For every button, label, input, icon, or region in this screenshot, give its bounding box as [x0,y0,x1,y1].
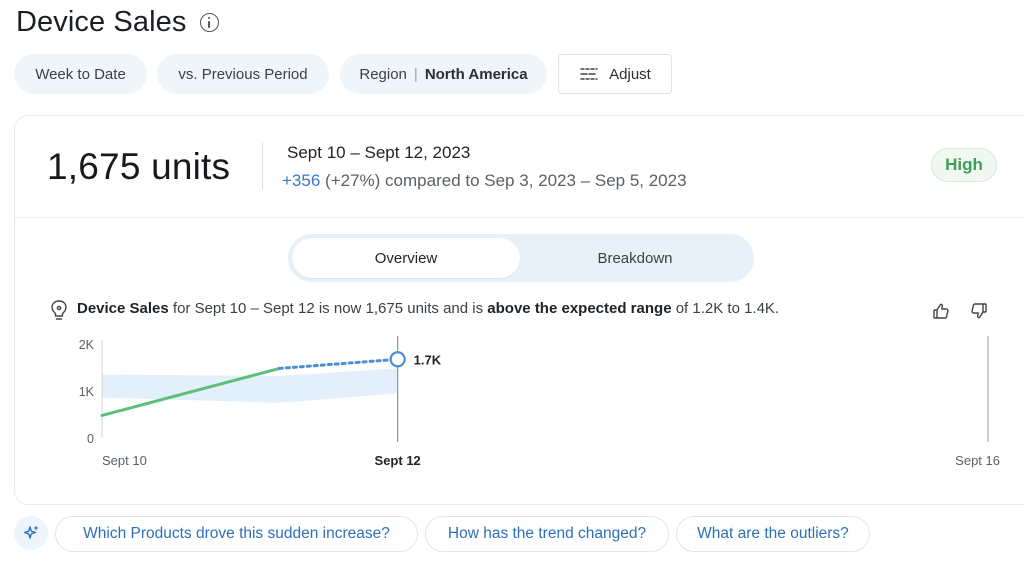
metric-compared-text: compared to Sep 3, 2023 – Sep 5, 2023 [385,171,687,190]
region-filter-value: North America [424,65,528,83]
region-separator: | [413,65,418,83]
region-filter[interactable]: Region | North America [340,54,547,94]
metric-delta: +356 [282,171,321,190]
insight-part2: of 1.2K to 1.4K. [671,300,780,317]
view-toggle: Overview Breakdown [288,234,754,282]
thumbs-up-icon[interactable] [932,302,950,320]
suggestion-chip[interactable]: What are the outliers? [676,516,870,552]
y-tick-label: 0 [87,432,94,446]
period-filter[interactable]: Week to Date [14,54,147,94]
suggestions-button[interactable] [14,516,48,550]
sparkle-icon [23,525,39,539]
sales-chart: 2K 1K 0 Sept 10 Sept 12 Sept 16 1.7K [79,336,1000,468]
metric-card: 1,675 units Sept 10 – Sept 12, 2023 +356… [14,115,1024,505]
lightbulb-icon [51,300,67,320]
tab-breakdown[interactable]: Breakdown [597,249,673,267]
actual-series-line [100,366,281,417]
y-tick-label: 2K [79,338,95,352]
info-icon[interactable] [200,13,219,32]
adjust-button[interactable]: Adjust [558,54,672,94]
thumbs-down-icon[interactable] [970,302,988,320]
insight-subject: Device Sales [77,300,169,317]
insight-emphasis: above the expected range [487,300,672,317]
metric-delta-percent: (+27%) [325,171,381,190]
sliders-icon [580,68,598,80]
tab-overview[interactable]: Overview [292,238,520,278]
comparison-filter-label: vs. Previous Period [178,65,308,83]
adjust-label: Adjust [609,65,651,83]
y-tick-label: 1K [79,385,95,399]
region-filter-label: Region [359,65,407,83]
card-divider [15,217,1024,218]
status-badge: High [931,148,997,182]
x-tick-label: Sept 12 [375,453,421,468]
insight-text: Device Sales for Sept 10 – Sept 12 is no… [77,300,779,317]
x-tick-label: Sept 16 [955,453,1000,468]
metric-comparison: +356 (+27%) compared to Sep 3, 2023 – Se… [282,171,687,191]
suggestion-chip[interactable]: How has the trend changed? [425,516,669,552]
metric-date-range: Sept 10 – Sept 12, 2023 [287,143,471,162]
insight-part1: for Sept 10 – Sept 12 is now 1,675 units… [168,300,488,317]
x-tick-label: Sept 10 [102,453,147,468]
period-filter-label: Week to Date [35,65,126,83]
comparison-filter[interactable]: vs. Previous Period [157,54,329,94]
expected-range-band [102,368,398,403]
current-value-point [389,351,406,368]
point-value-label: 1.7K [414,352,442,367]
metric-divider [262,143,263,189]
page-title: Device Sales [16,6,187,38]
suggestion-chip[interactable]: Which Products drove this sudden increas… [55,516,418,552]
metric-value: 1,675 units [47,146,231,187]
projected-series-line [277,357,400,370]
